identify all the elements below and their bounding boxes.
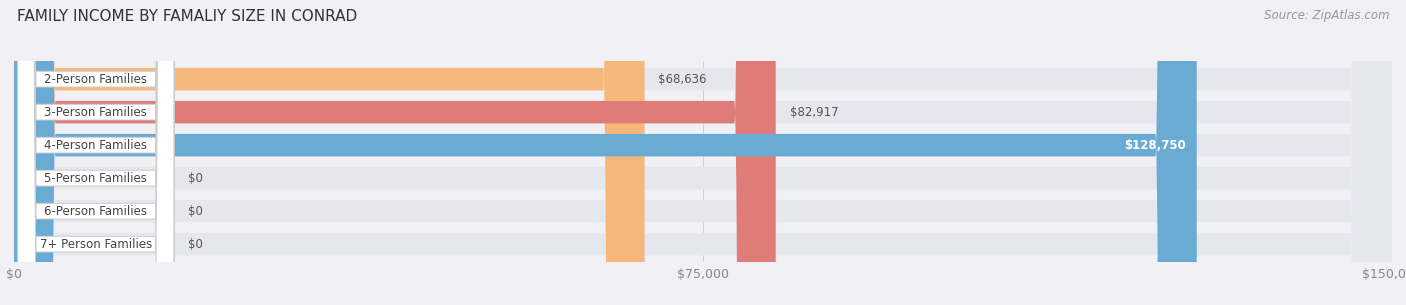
- Text: 6-Person Families: 6-Person Families: [45, 205, 148, 218]
- FancyBboxPatch shape: [18, 0, 174, 305]
- FancyBboxPatch shape: [14, 0, 1392, 305]
- FancyBboxPatch shape: [14, 0, 644, 305]
- FancyBboxPatch shape: [18, 0, 174, 305]
- Text: FAMILY INCOME BY FAMALIY SIZE IN CONRAD: FAMILY INCOME BY FAMALIY SIZE IN CONRAD: [17, 9, 357, 24]
- Text: $0: $0: [187, 238, 202, 251]
- FancyBboxPatch shape: [14, 0, 1392, 305]
- FancyBboxPatch shape: [14, 0, 1197, 305]
- FancyBboxPatch shape: [14, 0, 1392, 305]
- Text: Source: ZipAtlas.com: Source: ZipAtlas.com: [1264, 9, 1389, 22]
- FancyBboxPatch shape: [14, 0, 1392, 305]
- Text: 4-Person Families: 4-Person Families: [45, 139, 148, 152]
- Text: 5-Person Families: 5-Person Families: [45, 172, 148, 185]
- Text: 7+ Person Families: 7+ Person Families: [39, 238, 152, 251]
- Text: $128,750: $128,750: [1123, 139, 1185, 152]
- Text: 2-Person Families: 2-Person Families: [45, 73, 148, 86]
- FancyBboxPatch shape: [18, 0, 174, 305]
- FancyBboxPatch shape: [14, 0, 1392, 305]
- Text: $82,917: $82,917: [790, 106, 838, 119]
- Text: $0: $0: [187, 205, 202, 218]
- FancyBboxPatch shape: [18, 0, 174, 305]
- Text: $0: $0: [187, 172, 202, 185]
- FancyBboxPatch shape: [18, 0, 174, 305]
- FancyBboxPatch shape: [14, 0, 776, 305]
- FancyBboxPatch shape: [18, 0, 174, 305]
- Text: $68,636: $68,636: [658, 73, 707, 86]
- Text: 3-Person Families: 3-Person Families: [45, 106, 148, 119]
- FancyBboxPatch shape: [14, 0, 1392, 305]
